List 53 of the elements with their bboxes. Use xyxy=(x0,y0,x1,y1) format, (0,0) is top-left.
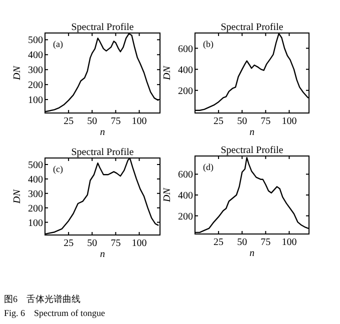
y-tick-label: 200 xyxy=(28,80,43,92)
y-axis-title: DN xyxy=(12,188,23,204)
x-axis-title: n xyxy=(100,127,105,138)
x-tick-label: 50 xyxy=(87,238,98,249)
y-tick-label: 300 xyxy=(28,188,43,200)
y-tick-label: 400 xyxy=(28,50,43,62)
y-tick-label: 100 xyxy=(28,95,43,106)
x-tick-label: 25 xyxy=(214,116,224,127)
chart-title: Spectral Profile xyxy=(71,147,134,158)
y-tick-label: 400 xyxy=(178,190,193,202)
chart-title: Spectral Profile xyxy=(220,145,284,156)
y-tick-label: 400 xyxy=(178,64,193,76)
annotation: (d) xyxy=(203,162,214,172)
x-tick-label: 100 xyxy=(132,238,147,249)
y-tick-label: 600 xyxy=(178,170,193,181)
x-tick-label: 100 xyxy=(282,237,297,248)
x-tick-label: 50 xyxy=(87,116,98,127)
line-series xyxy=(195,32,309,111)
y-tick-label: 500 xyxy=(28,160,43,171)
x-tick-label: 75 xyxy=(260,116,271,127)
y-tick-label: 400 xyxy=(28,174,43,186)
y-tick-label: 500 xyxy=(28,35,43,46)
annotation: (c) xyxy=(53,164,63,174)
y-tick-label: 200 xyxy=(178,86,193,97)
caption: 图6 舌体光谱曲线 xyxy=(4,294,80,304)
x-tick-label: 100 xyxy=(282,116,297,127)
x-axis-title: n xyxy=(250,127,254,138)
y-tick-label: 300 xyxy=(28,65,43,76)
y-axis-title: DN xyxy=(162,64,173,81)
x-axis-title: n xyxy=(100,249,105,260)
line-series xyxy=(45,157,159,234)
x-tick-label: 100 xyxy=(132,116,147,127)
annotation: (a) xyxy=(53,39,63,49)
chart-title: Spectral Profile xyxy=(71,22,134,33)
x-tick-label: 75 xyxy=(110,116,121,127)
y-tick-label: 200 xyxy=(178,211,193,222)
x-tick-label: 25 xyxy=(214,237,224,248)
y-tick-label: 600 xyxy=(178,44,193,55)
caption: Fig. 6 Spectrum of tongue xyxy=(4,308,105,318)
y-axis-title: DN xyxy=(12,64,23,81)
x-tick-label: 75 xyxy=(260,237,271,248)
x-axis-title: n xyxy=(250,248,254,259)
x-tick-label: 75 xyxy=(110,238,121,249)
annotation: (b) xyxy=(203,39,214,49)
chart-title: Spectral Profile xyxy=(220,22,284,33)
y-axis-title: DN xyxy=(162,186,173,203)
x-tick-label: 50 xyxy=(237,237,248,248)
line-series xyxy=(195,156,309,234)
x-tick-label: 25 xyxy=(64,116,74,127)
y-tick-label: 100 xyxy=(28,218,43,229)
y-tick-label: 200 xyxy=(28,203,43,214)
x-tick-label: 25 xyxy=(64,238,74,249)
x-tick-label: 50 xyxy=(237,116,248,127)
